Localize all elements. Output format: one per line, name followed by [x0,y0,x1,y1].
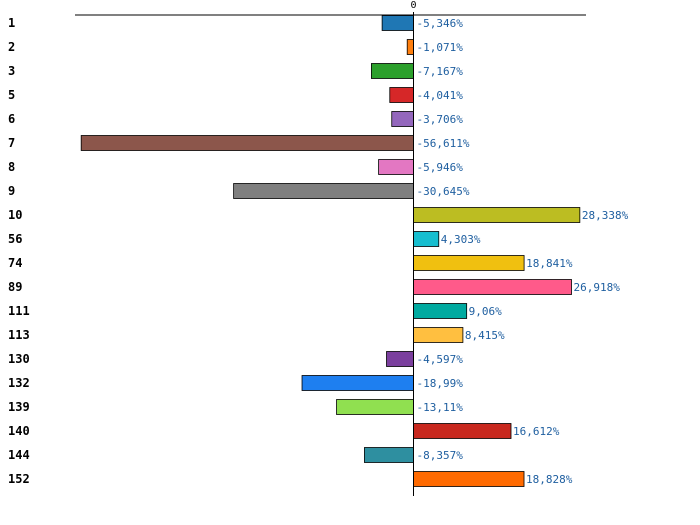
bar-56 [413,231,440,247]
bar-2 [406,39,414,55]
value-label: 18,841% [526,257,573,270]
category-label: 130 [8,352,30,366]
category-label: 132 [8,376,30,390]
bar-9 [233,183,414,199]
value-label: 8,415% [465,329,505,342]
bar-8 [378,159,414,175]
value-label: -8,357% [417,449,464,462]
bar-5 [389,87,414,103]
category-label: 139 [8,400,30,414]
bar-132 [301,375,414,391]
bar-144 [364,447,414,463]
bars-group: 1 -5,346% 2 -1,071% 3 -7,167% 5 -4,041% 6 -3,706%… [8,15,629,487]
bar-3 [371,63,414,79]
value-label: 9,06% [469,305,502,318]
value-label: -13,11% [417,401,464,414]
category-label: 8 [8,160,15,174]
bar-10 [413,207,581,223]
value-label: -1,071% [417,41,464,54]
category-label: 152 [8,472,30,486]
value-label: -3,706% [417,113,464,126]
category-label: 3 [8,64,15,78]
category-label: 7 [8,136,15,150]
value-label: -56,611% [417,137,470,150]
category-label: 74 [8,256,22,270]
bar-74 [413,255,525,271]
value-label: -7,167% [417,65,464,78]
value-label: -5,946% [417,161,464,174]
bar-113 [413,327,464,343]
bar-111 [413,303,468,319]
category-label: 5 [8,88,15,102]
bar-1 [381,15,414,31]
bar-6 [391,111,414,127]
category-label: 9 [8,184,15,198]
bar-139 [336,399,414,415]
value-label: -30,645% [417,185,470,198]
category-label: 10 [8,208,22,222]
value-label: 18,828% [526,473,573,486]
category-label: 140 [8,424,30,438]
bar-89 [413,279,572,295]
category-label: 111 [8,304,30,318]
value-label: 4,303% [441,233,481,246]
bar-152 [413,471,525,487]
value-label: -18,99% [417,377,464,390]
category-label: 56 [8,232,22,246]
category-label: 89 [8,280,22,294]
category-label: 2 [8,40,15,54]
category-label: 113 [8,328,30,342]
bar-130 [386,351,414,367]
value-label: 26,918% [574,281,621,294]
value-label: -4,041% [417,89,464,102]
value-label: 16,612% [513,425,560,438]
value-label: -4,597% [417,353,464,366]
bar-7 [80,135,414,151]
zero-tick-label: 0 [410,0,416,11]
bar-140 [413,423,512,439]
category-label: 6 [8,112,15,126]
value-label: -5,346% [417,17,464,30]
category-label: 1 [8,16,15,30]
value-label: 28,338% [582,209,629,222]
category-label: 144 [8,448,30,462]
